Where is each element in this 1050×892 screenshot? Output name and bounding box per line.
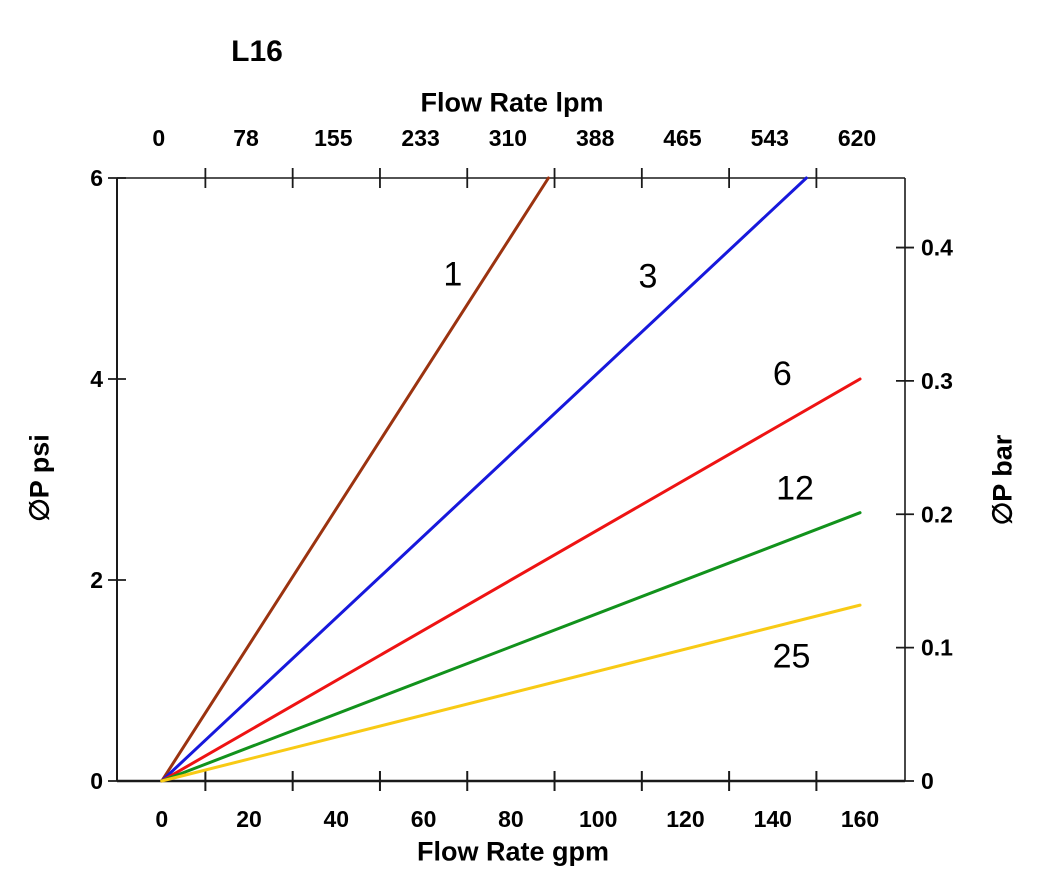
bottom-axis-tick-label: 160 [841, 806, 879, 832]
right-axis-tick-label: 0 [921, 768, 934, 794]
top-axis-tick-label: 465 [663, 125, 702, 151]
bottom-axis-title: Flow Rate gpm [416, 836, 610, 867]
top-axis-tick-label: 620 [838, 125, 876, 151]
left-axis-tick-label: 2 [90, 567, 103, 593]
series-line-1 [160, 176, 550, 783]
top-axis-tick-label: 155 [314, 125, 353, 151]
bottom-axis-tick-label: 60 [411, 806, 437, 832]
bottom-axis-tick-label: 80 [498, 806, 524, 832]
right-axis-tick-label: 0.2 [921, 501, 953, 527]
top-axis-tick-label: 78 [233, 125, 259, 151]
top-axis-tick-label: 0 [152, 125, 165, 151]
left-axis-tick-label: 4 [90, 366, 103, 392]
series-label-12: 12 [776, 470, 814, 508]
left-axis-tick-label: 0 [90, 768, 103, 794]
series-line-3 [160, 176, 808, 783]
bottom-axis-tick-label: 40 [324, 806, 350, 832]
series-label-25: 25 [773, 637, 811, 675]
right-axis-tick-label: 0.1 [921, 635, 953, 661]
series-label-1: 1 [443, 255, 462, 293]
series-line-6 [160, 377, 862, 783]
top-axis-tick-label: 233 [401, 125, 439, 151]
top-axis-tick-label: 388 [576, 125, 615, 151]
bottom-axis-tick-label: 120 [666, 806, 704, 832]
left-axis-tick-label: 6 [90, 165, 103, 191]
top-axis-tick-label: 310 [489, 125, 527, 151]
chart-title: L16 [231, 35, 283, 68]
bottom-axis-tick-label: 0 [155, 806, 168, 832]
series-label-3: 3 [638, 257, 657, 295]
right-axis-tick-label: 0.3 [921, 368, 953, 394]
top-axis-title: Flow Rate lpm [420, 87, 604, 118]
bottom-axis-tick-label: 140 [754, 806, 792, 832]
series-line-25 [160, 603, 862, 783]
series-line-12 [160, 511, 862, 783]
bottom-axis-tick-label: 20 [236, 806, 262, 832]
bottom-axis-tick-label: 100 [579, 806, 617, 832]
series-label-6: 6 [773, 355, 792, 393]
top-axis-tick-label: 543 [751, 125, 789, 151]
right-axis-tick-label: 0.4 [921, 235, 953, 261]
